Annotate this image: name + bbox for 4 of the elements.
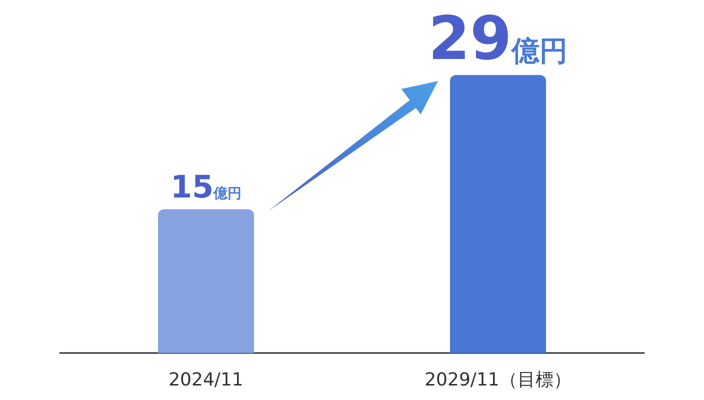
x-tick-label: 2024/11: [168, 370, 244, 390]
x-tick-label: 2029/11（目標）: [424, 370, 572, 390]
data-label: 15億円: [170, 170, 242, 206]
data-label: 29億円: [428, 4, 568, 74]
